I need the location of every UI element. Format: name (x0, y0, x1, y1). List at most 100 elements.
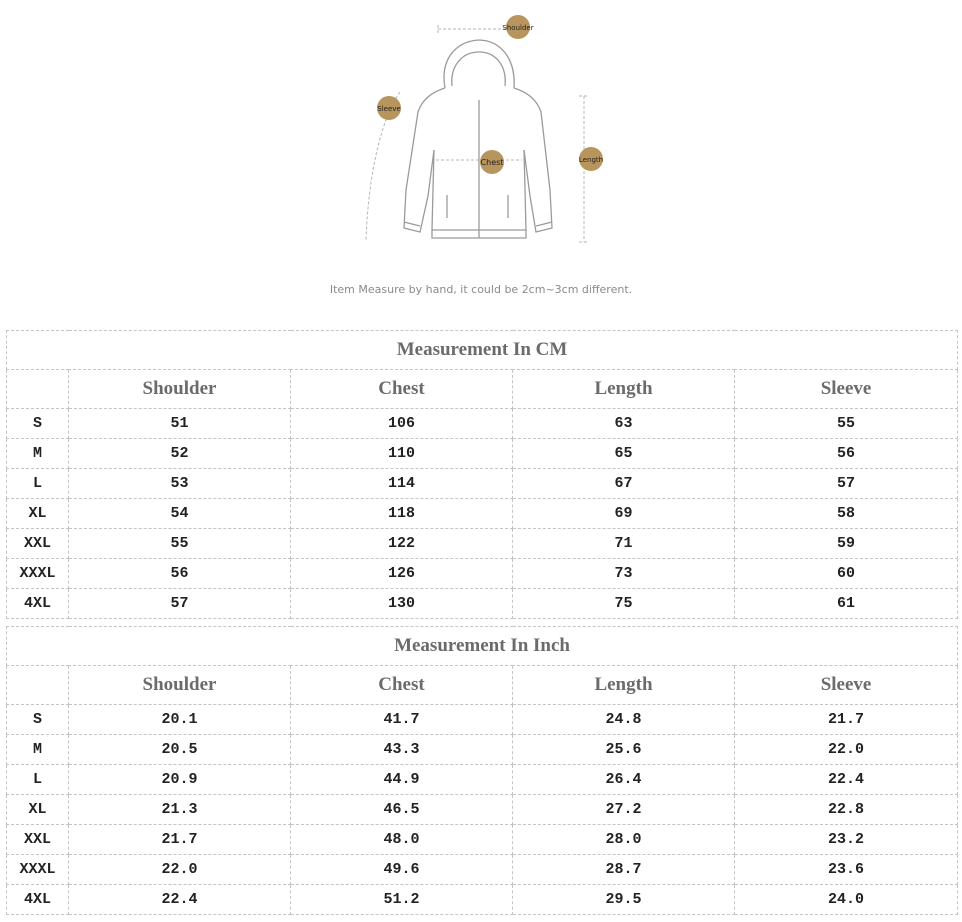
table-row: XXL 21.7 48.0 28.0 23.2 (6, 824, 959, 855)
value-cell: 56 (733, 438, 959, 469)
value-cell: 22.4 (733, 764, 959, 795)
size-cell: XXXL (6, 854, 69, 885)
value-cell: 20.9 (68, 764, 291, 795)
header-sleeve: Sleeve (733, 665, 959, 705)
value-cell: 60 (733, 558, 959, 589)
value-cell: 21.7 (68, 824, 291, 855)
size-cell: S (6, 704, 69, 735)
value-cell: 21.7 (733, 704, 959, 735)
value-cell: 54 (68, 498, 291, 529)
length-marker: Length (579, 147, 603, 171)
value-cell: 118 (290, 498, 513, 529)
table-row: XL 21.3 46.5 27.2 22.8 (6, 794, 959, 825)
value-cell: 22.4 (68, 884, 291, 915)
value-cell: 44.9 (290, 764, 513, 795)
value-cell: 27.2 (512, 794, 735, 825)
size-cell: XXL (6, 528, 69, 559)
measurement-lines (365, 25, 589, 243)
value-cell: 69 (512, 498, 735, 529)
size-cell: M (6, 438, 69, 469)
value-cell: 65 (512, 438, 735, 469)
value-cell: 63 (512, 408, 735, 439)
table-row: 4XL 57 130 75 61 (6, 588, 959, 619)
header-length: Length (512, 665, 735, 705)
value-cell: 41.7 (290, 704, 513, 735)
value-cell: 24.0 (733, 884, 959, 915)
value-cell: 21.3 (68, 794, 291, 825)
value-cell: 56 (68, 558, 291, 589)
table-row: XXXL 22.0 49.6 28.7 23.6 (6, 854, 959, 885)
table-row: S 20.1 41.7 24.8 21.7 (6, 704, 959, 735)
header-shoulder: Shoulder (68, 369, 291, 409)
size-cell: 4XL (6, 588, 69, 619)
shoulder-label: Shoulder (502, 24, 533, 32)
table-row: XXXL 56 126 73 60 (6, 558, 959, 589)
value-cell: 55 (68, 528, 291, 559)
size-cell: XXXL (6, 558, 69, 589)
size-cell: XXL (6, 824, 69, 855)
value-cell: 75 (512, 588, 735, 619)
value-cell: 73 (512, 558, 735, 589)
value-cell: 49.6 (290, 854, 513, 885)
value-cell: 51.2 (290, 884, 513, 915)
table-row: M 20.5 43.3 25.6 22.0 (6, 734, 959, 765)
inch-size-table: Measurement In Inch Shoulder Chest Lengt… (5, 626, 959, 915)
value-cell: 61 (733, 588, 959, 619)
measurement-note: Item Measure by hand, it could be 2cm~3c… (329, 283, 633, 296)
table-row: M 52 110 65 56 (6, 438, 959, 469)
value-cell: 28.0 (512, 824, 735, 855)
inch-table-title: Measurement In Inch (5, 626, 959, 666)
size-cell: 4XL (6, 884, 69, 915)
value-cell: 106 (290, 408, 513, 439)
header-chest: Chest (290, 665, 513, 705)
header-shoulder: Shoulder (68, 665, 291, 705)
value-cell: 24.8 (512, 704, 735, 735)
value-cell: 57 (68, 588, 291, 619)
value-cell: 126 (290, 558, 513, 589)
length-label: Length (579, 156, 603, 164)
chest-marker: Chest (480, 150, 504, 174)
size-cell: L (6, 764, 69, 795)
shoulder-marker: Shoulder (502, 15, 534, 39)
header-length: Length (512, 369, 735, 409)
value-cell: 46.5 (290, 794, 513, 825)
value-cell: 43.3 (290, 734, 513, 765)
header-sleeve: Sleeve (733, 369, 959, 409)
value-cell: 29.5 (512, 884, 735, 915)
cm-table-body: S 51 106 63 55 M 52 110 65 56 L 53 114 67 57 XL 54 118 69 5… (6, 408, 959, 619)
sleeve-label: Sleeve (377, 105, 400, 113)
corner-cell (6, 369, 69, 409)
value-cell: 67 (512, 468, 735, 499)
value-cell: 71 (512, 528, 735, 559)
table-row: 4XL 22.4 51.2 29.5 24.0 (6, 884, 959, 915)
value-cell: 26.4 (512, 764, 735, 795)
table-row: XXL 55 122 71 59 (6, 528, 959, 559)
value-cell: 48.0 (290, 824, 513, 855)
inch-table-body: S 20.1 41.7 24.8 21.7 M 20.5 43.3 25.6 22.0 L 20.9 4… (6, 704, 959, 915)
table-row: XL 54 118 69 58 (6, 498, 959, 529)
size-cell: S (6, 408, 69, 439)
value-cell: 22.8 (733, 794, 959, 825)
table-row: L 53 114 67 57 (6, 468, 959, 499)
value-cell: 53 (68, 468, 291, 499)
value-cell: 23.2 (733, 824, 959, 855)
value-cell: 114 (290, 468, 513, 499)
size-cell: L (6, 468, 69, 499)
value-cell: 22.0 (733, 734, 959, 765)
value-cell: 20.5 (68, 734, 291, 765)
value-cell: 57 (733, 468, 959, 499)
cm-size-table: Measurement In CM Shoulder Chest Length … (5, 330, 959, 619)
hoodie-measurement-diagram: Shoulder Sleeve Chest Length (365, 15, 603, 243)
cm-table-title: Measurement In CM (5, 330, 959, 370)
sleeve-marker: Sleeve (377, 96, 401, 120)
header-chest: Chest (290, 369, 513, 409)
value-cell: 23.6 (733, 854, 959, 885)
size-cell: XL (6, 794, 69, 825)
value-cell: 110 (290, 438, 513, 469)
table-row: S 51 106 63 55 (6, 408, 959, 439)
value-cell: 28.7 (512, 854, 735, 885)
corner-cell (6, 665, 69, 705)
hoodie-outline (403, 39, 553, 239)
value-cell: 130 (290, 588, 513, 619)
value-cell: 59 (733, 528, 959, 559)
